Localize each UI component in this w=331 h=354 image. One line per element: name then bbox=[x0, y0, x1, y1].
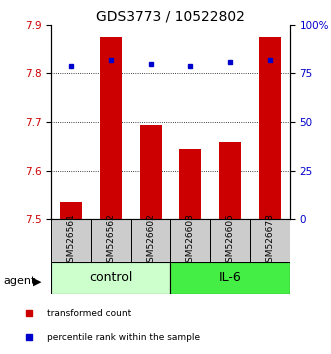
Text: GSM526605: GSM526605 bbox=[225, 213, 235, 268]
Text: control: control bbox=[89, 272, 133, 284]
Bar bbox=[51, 219, 91, 262]
Bar bbox=[219, 142, 241, 219]
Bar bbox=[250, 219, 290, 262]
Title: GDS3773 / 10522802: GDS3773 / 10522802 bbox=[96, 10, 245, 24]
Bar bbox=[100, 37, 122, 219]
Bar bbox=[259, 37, 281, 219]
Bar bbox=[131, 219, 170, 262]
Text: ▶: ▶ bbox=[33, 276, 42, 286]
Bar bbox=[60, 202, 82, 219]
Text: IL-6: IL-6 bbox=[219, 272, 241, 284]
Bar bbox=[91, 219, 131, 262]
Text: GSM526603: GSM526603 bbox=[186, 213, 195, 268]
Text: GSM526678: GSM526678 bbox=[265, 213, 274, 268]
Bar bbox=[179, 149, 201, 219]
Text: transformed count: transformed count bbox=[47, 309, 131, 318]
Bar bbox=[140, 125, 162, 219]
Text: percentile rank within the sample: percentile rank within the sample bbox=[47, 332, 200, 342]
Bar bbox=[170, 219, 210, 262]
Bar bbox=[210, 219, 250, 262]
Text: agent: agent bbox=[3, 276, 36, 286]
Bar bbox=[170, 262, 290, 294]
Bar bbox=[51, 262, 170, 294]
Text: GSM526561: GSM526561 bbox=[67, 213, 76, 268]
Text: GSM526562: GSM526562 bbox=[106, 213, 116, 268]
Text: GSM526602: GSM526602 bbox=[146, 213, 155, 268]
